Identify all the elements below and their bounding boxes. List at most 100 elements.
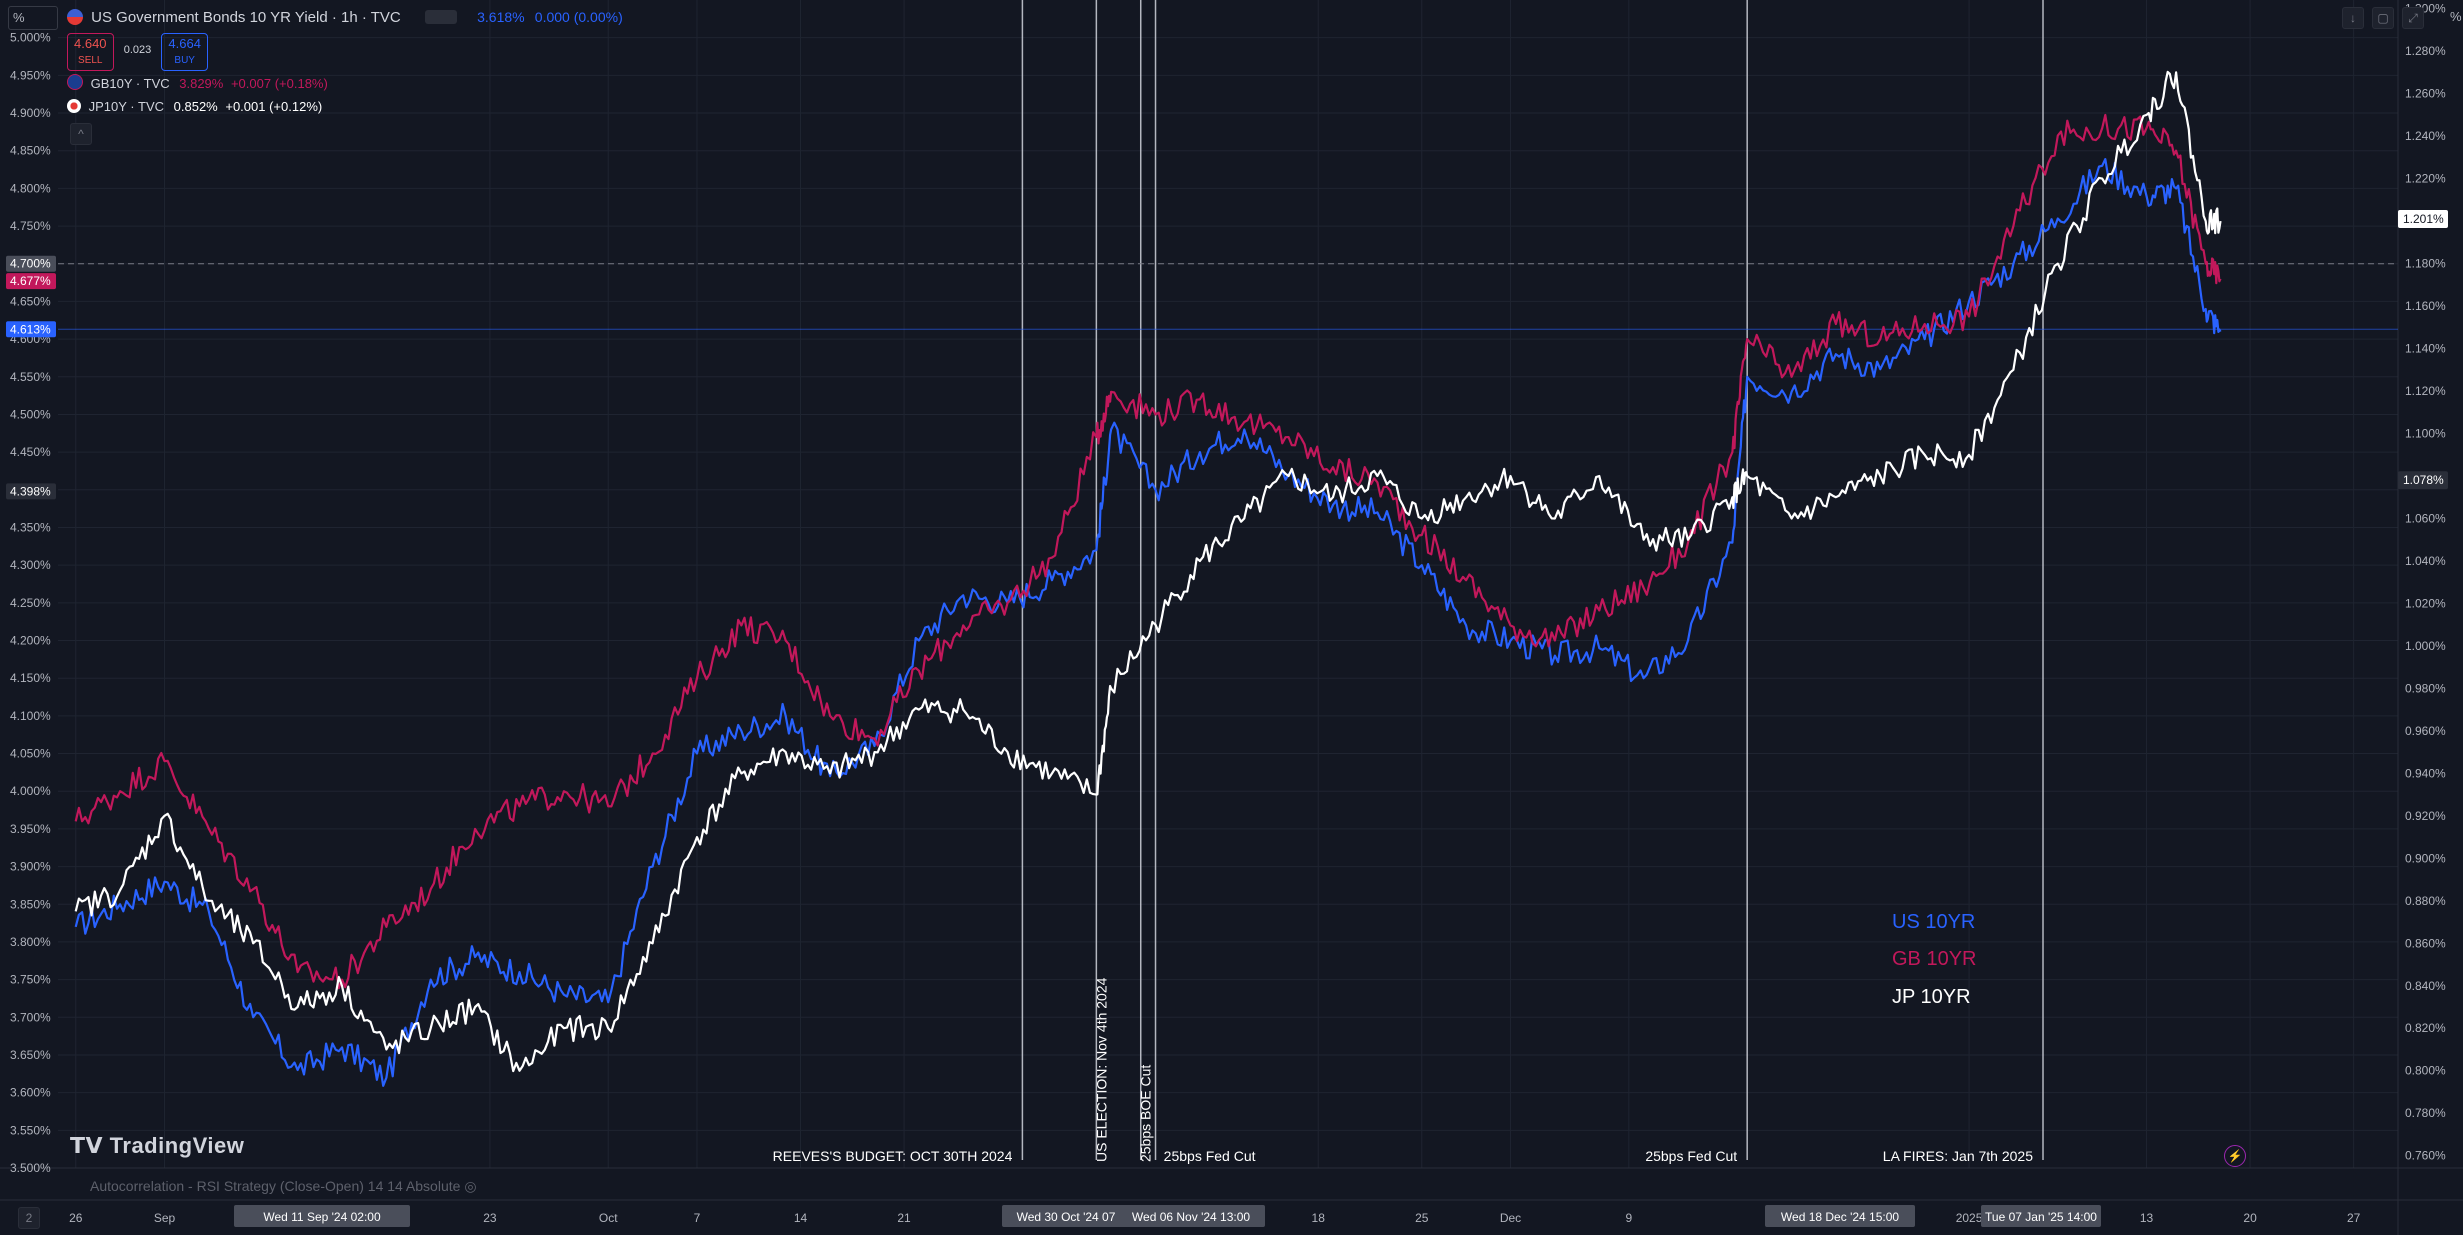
left-axis-tick: 4.150% <box>10 671 51 685</box>
tradingview-logo: 𝗧𝗩 TradingView <box>70 1133 244 1159</box>
event-label: REEVES'S BUDGET: OCT 30TH 2024 <box>773 1148 1013 1164</box>
sell-button[interactable]: 4.640 SELL <box>67 33 114 71</box>
price-change: 0.000 (0.00%) <box>534 9 623 25</box>
left-axis-tick: 3.800% <box>10 935 51 949</box>
compare-gb-change: +0.007 (+0.18%) <box>230 76 328 91</box>
toggle-icon[interactable] <box>424 10 457 24</box>
right-axis-tick: 1.120% <box>2405 384 2446 398</box>
right-axis-tick: 0.880% <box>2405 894 2446 908</box>
buy-label: BUY <box>174 55 195 66</box>
left-axis-tick: 4.300% <box>10 558 51 572</box>
time-axis-tick: 13 <box>2140 1211 2154 1225</box>
series-line-us-10yr <box>74 158 2222 1087</box>
compare-jp-price: 0.852% <box>173 99 218 114</box>
right-axis-tick: 1.060% <box>2405 511 2446 525</box>
left-axis-tick: 3.550% <box>10 1123 51 1137</box>
sell-price: 4.640 <box>74 36 107 51</box>
time-axis-tick: Oct <box>599 1211 618 1225</box>
right-axis-tick: 0.800% <box>2405 1064 2446 1078</box>
right-axis-tick: 1.220% <box>2405 172 2446 186</box>
uk-flag-icon <box>67 74 83 90</box>
left-axis-tick: 3.700% <box>10 1010 51 1024</box>
right-axis-tick: 0.920% <box>2405 809 2446 823</box>
right-axis-tick: 0.760% <box>2405 1149 2446 1163</box>
left-axis-tick: 3.750% <box>10 973 51 987</box>
time-axis-tick: 26 <box>69 1211 83 1225</box>
right-axis-tick: 0.820% <box>2405 1021 2446 1035</box>
right-axis-tick: 1.240% <box>2405 129 2446 143</box>
symbol-header[interactable]: US Government Bonds 10 YR Yield · 1h · T… <box>67 9 623 26</box>
event-label: LA FIRES: Jan 7th 2025 <box>1883 1148 2033 1164</box>
right-axis-tick: 0.780% <box>2405 1106 2446 1120</box>
series-line-jp-10yr <box>74 70 2222 1073</box>
left-axis-tick: 4.950% <box>10 68 51 82</box>
indicator-label[interactable]: Autocorrelation - RSI Strategy (Close-Op… <box>90 1178 477 1195</box>
time-badge-label: Wed 06 Nov '24 13:00 <box>1132 1210 1250 1224</box>
right-axis-tick: 0.840% <box>2405 979 2446 993</box>
last-price: 3.618% <box>477 9 525 25</box>
fullscreen-icon[interactable]: ⤢ <box>2402 7 2424 29</box>
right-axis-tick: 1.280% <box>2405 44 2446 58</box>
time-axis-tick: Dec <box>1500 1211 1521 1225</box>
event-label: US ELECTION: Nov 4th 2024 <box>1093 977 1109 1162</box>
timezone-button[interactable]: 2 <box>18 1207 40 1229</box>
lightning-icon[interactable]: ⚡ <box>2224 1145 2246 1167</box>
time-badge <box>1117 1205 1265 1227</box>
maximize-icon[interactable]: ▢ <box>2372 7 2394 29</box>
left-price-tag <box>6 255 56 272</box>
spread-value: 0.023 <box>123 44 152 56</box>
eye-icon[interactable]: ◎ <box>464 1178 477 1194</box>
legend-us: US 10YR <box>1892 911 1976 933</box>
compare-gb[interactable]: GB10Y · TVC 3.829% +0.007 (+0.18%) <box>67 74 328 91</box>
legend-jp: JP 10YR <box>1892 986 1971 1008</box>
time-axis-tick: 27 <box>2347 1211 2361 1225</box>
left-axis-tick: 3.600% <box>10 1086 51 1100</box>
left-price-tag <box>6 483 56 500</box>
event-label: 25bps BOE Cut <box>1138 1065 1154 1162</box>
time-badge <box>234 1205 410 1227</box>
left-price-tag <box>6 273 56 290</box>
left-axis-tick: 4.000% <box>10 784 51 798</box>
right-axis-tick: 1.140% <box>2405 342 2446 356</box>
left-axis-tick: 4.800% <box>10 181 51 195</box>
japan-flag-icon <box>67 99 81 113</box>
compare-gb-price: 3.829% <box>179 76 224 91</box>
logo-text: TradingView <box>109 1133 245 1158</box>
left-price-tag <box>6 321 56 338</box>
buy-button[interactable]: 4.664 BUY <box>161 33 208 71</box>
sell-label: SELL <box>78 55 103 66</box>
right-axis-tick: 0.960% <box>2405 724 2446 738</box>
left-axis-tick: 4.350% <box>10 520 51 534</box>
compare-jp[interactable]: JP10Y · TVC 0.852% +0.001 (+0.12%) <box>67 99 322 114</box>
indicator-text: Autocorrelation - RSI Strategy (Close-Op… <box>90 1178 461 1194</box>
time-badge-label: Wed 11 Sep '24 02:00 <box>263 1210 381 1224</box>
left-axis-tick: 5.000% <box>10 31 51 45</box>
compare-jp-name: JP10Y · TVC <box>88 99 165 114</box>
arrow-down-icon[interactable]: ↓ <box>2342 7 2364 29</box>
right-axis-tick: 1.020% <box>2405 596 2446 610</box>
event-label: 25bps Fed Cut <box>1164 1148 1256 1164</box>
us-flag-icon <box>67 9 83 25</box>
right-axis-tick: 0.860% <box>2405 936 2446 950</box>
right-axis-tick: 1.000% <box>2405 639 2446 653</box>
time-axis-tick: Sep <box>154 1211 176 1225</box>
time-badge <box>1765 1205 1915 1227</box>
right-axis-tick: 1.100% <box>2405 427 2446 441</box>
right-axis-tick: 0.940% <box>2405 766 2446 780</box>
time-axis-tick: 25 <box>1415 1211 1429 1225</box>
right-axis-tick: 1.040% <box>2405 554 2446 568</box>
left-axis-tick: 4.550% <box>10 370 51 384</box>
time-axis-tick: 7 <box>694 1211 701 1225</box>
time-axis-tick: 21 <box>897 1211 911 1225</box>
left-axis-tick: 3.900% <box>10 860 51 874</box>
left-axis-tick: 4.100% <box>10 709 51 723</box>
time-axis-tick: 9 <box>1626 1211 1633 1225</box>
left-axis-tick: 3.850% <box>10 897 51 911</box>
left-price-tag-label: 4.613% <box>10 322 51 336</box>
unit-selector[interactable]: % <box>8 6 58 30</box>
left-axis-tick: 4.500% <box>10 407 51 421</box>
compare-gb-name: GB10Y · TVC <box>90 76 170 91</box>
collapse-chevron-icon[interactable]: ^ <box>70 123 92 145</box>
time-axis-tick: 23 <box>483 1211 497 1225</box>
